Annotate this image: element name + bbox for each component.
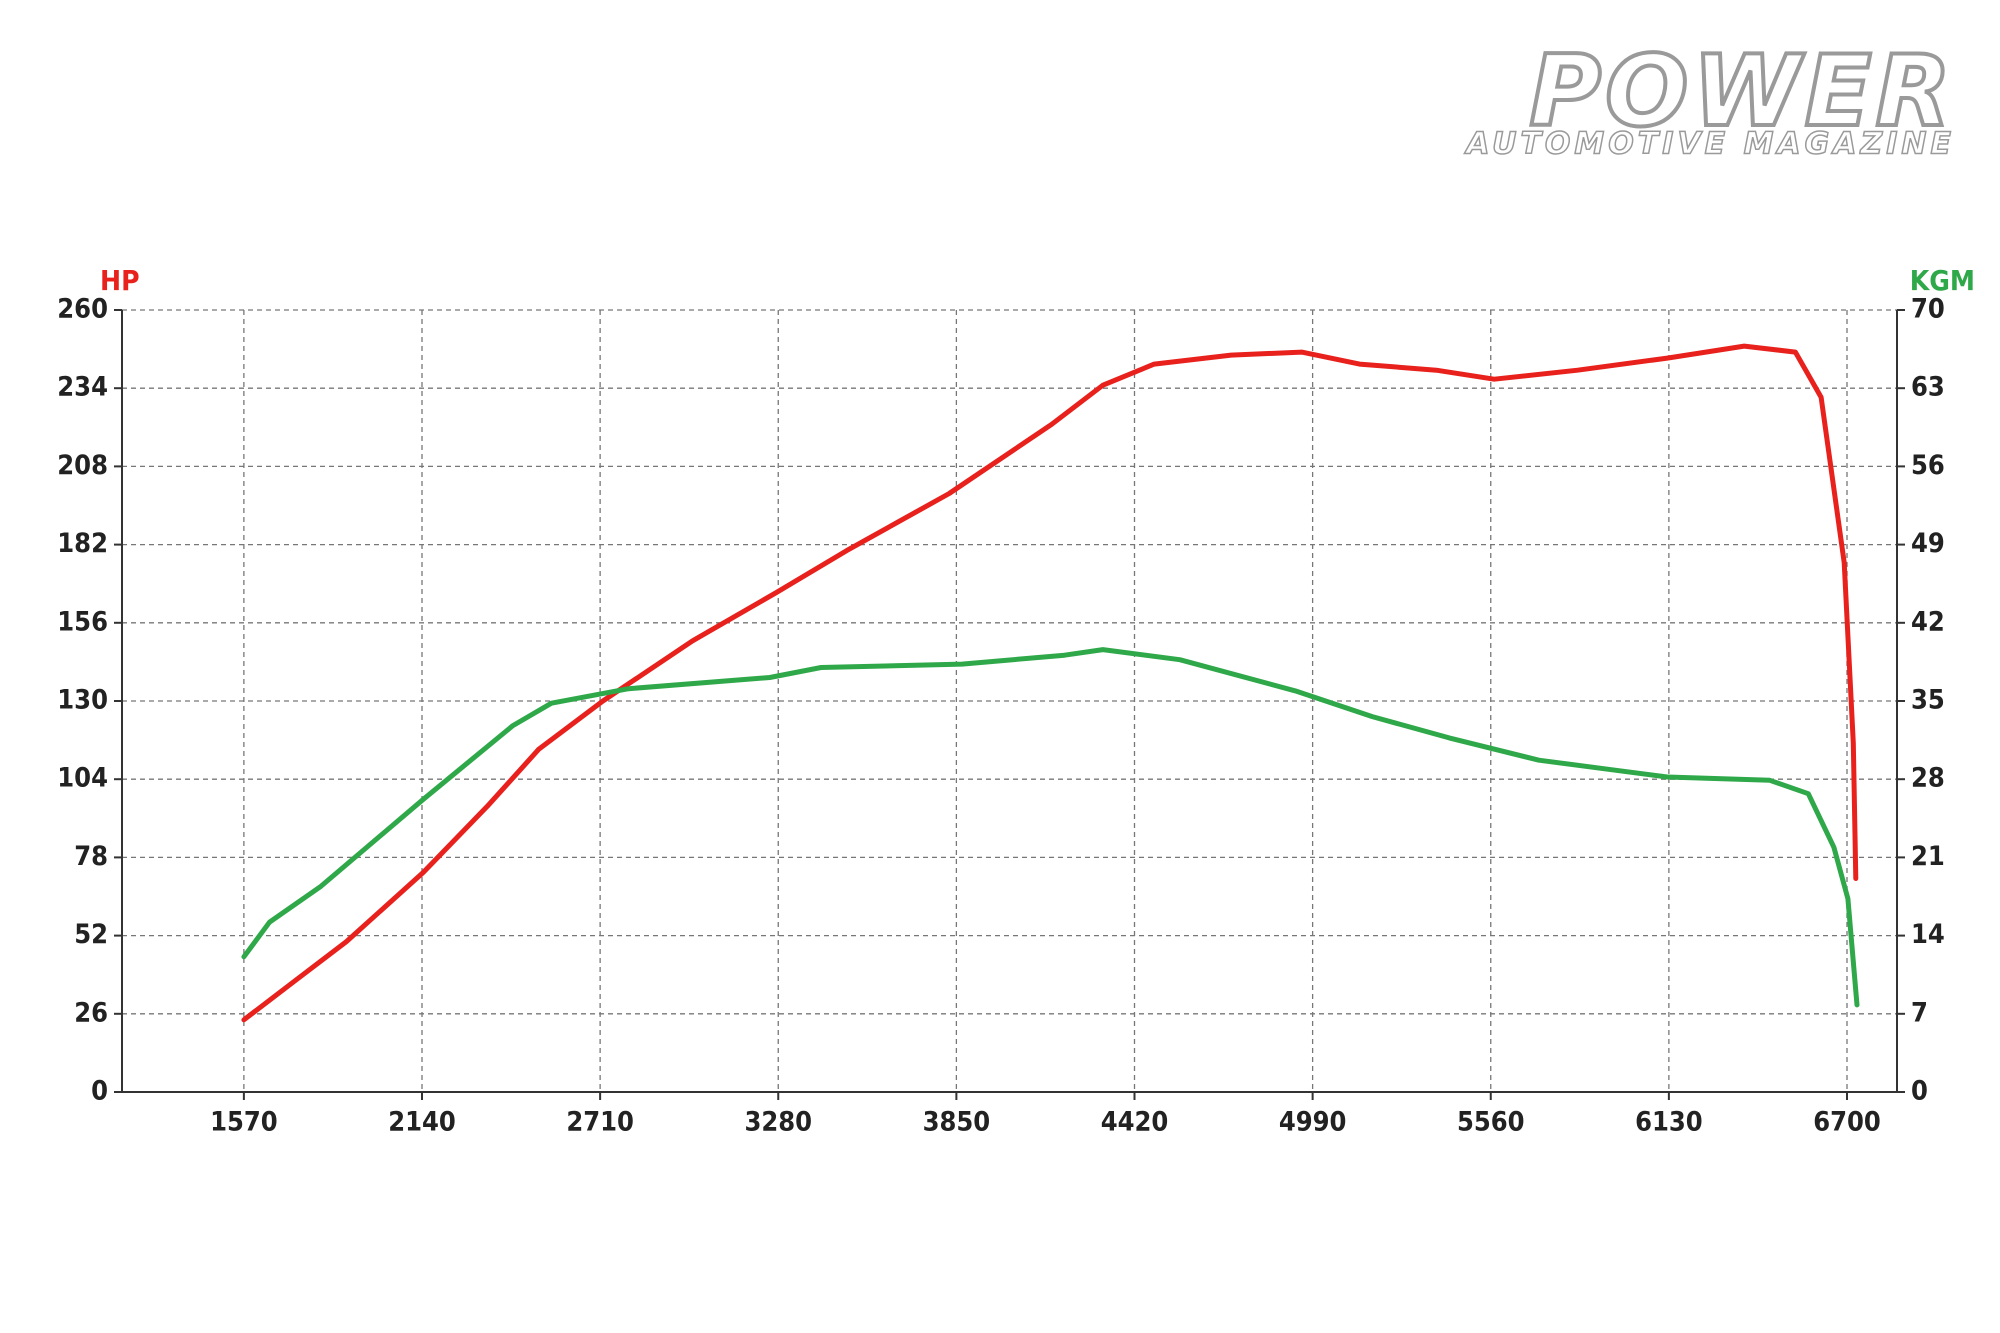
x-tick-label: 4990 [1279,1107,1347,1138]
y2-tick-label: 70 [1911,294,1945,325]
y2-tick-label: 49 [1911,528,1945,559]
x-tick-label: 3280 [744,1107,812,1138]
y-tick-label: 130 [57,685,108,716]
y2-tick-label: 35 [1911,685,1945,716]
x-tick-label: 2140 [388,1107,456,1138]
x-tick-label: 6130 [1635,1107,1703,1138]
y2-tick-label: 0 [1911,1076,1928,1107]
y-tick-label: 26 [74,997,108,1028]
x-tick-label: 4420 [1101,1107,1169,1138]
data-line [241,343,1859,1023]
y-tick-label: 52 [74,919,108,950]
y2-tick-label: 21 [1911,841,1945,872]
data-line [241,647,1860,1008]
y-axis-label: HP [100,264,140,297]
y2-tick-label: 56 [1911,450,1945,481]
y-tick-label: 234 [57,372,108,403]
y-tick-label: 104 [57,763,108,794]
y-tick-label: 156 [57,606,108,637]
logo: POWER AUTOMOTIVE MAGAZINE [1463,33,1955,162]
x-tick-label: 6700 [1813,1107,1881,1138]
logo-title: POWER [1529,35,1955,149]
x-tick-label: 3850 [923,1107,991,1138]
y2-tick-label: 14 [1911,919,1945,950]
y-tick-label: 260 [57,294,108,325]
logo-subtitle: AUTOMOTIVE MAGAZINE [1464,127,1955,162]
x-tick-label: 1570 [210,1107,278,1138]
x-tick-label: 5560 [1457,1107,1525,1138]
x-tick-label: 2710 [566,1107,634,1138]
y2-tick-label: 28 [1911,763,1945,794]
y2-tick-label: 42 [1911,606,1945,637]
y-tick-label: 208 [57,450,108,481]
y-tick-label: 0 [91,1076,108,1107]
y2-tick-label: 7 [1911,997,1928,1028]
y-tick-label: 182 [57,528,108,559]
y-tick-label: 78 [74,841,108,872]
y2-axis-label: KGM [1910,264,1975,297]
y2-tick-label: 63 [1911,372,1945,403]
